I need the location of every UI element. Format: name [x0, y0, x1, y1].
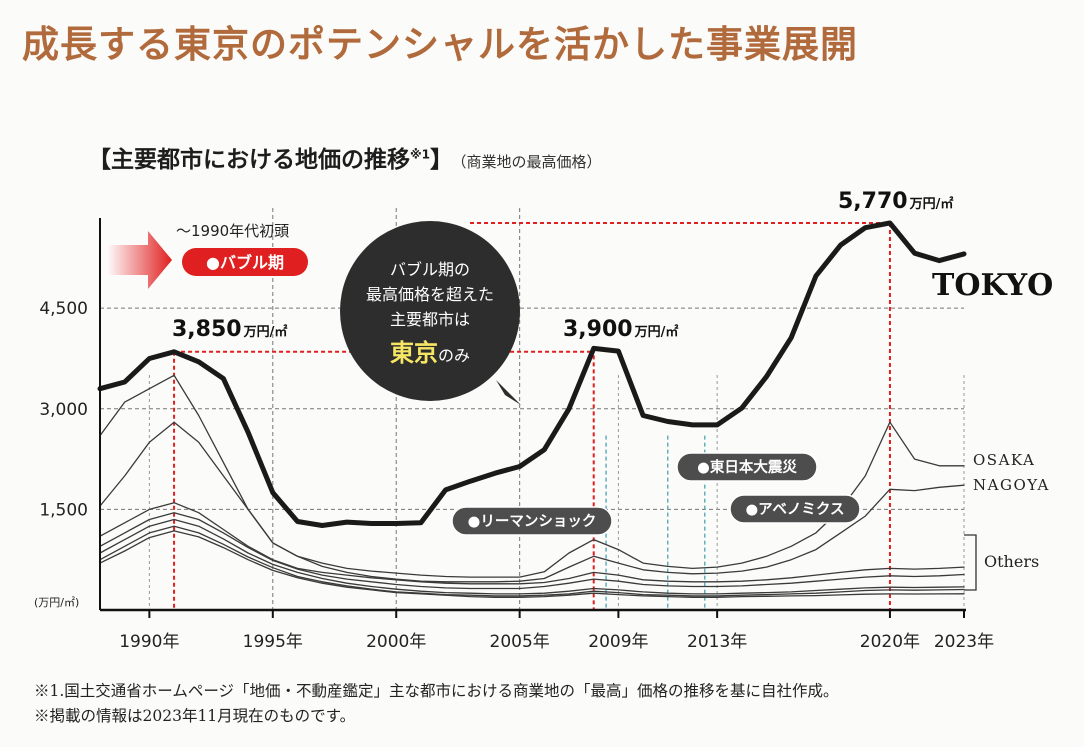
series-line-others-1: [99, 502, 965, 585]
bubble-era-label: 〜1990年代初頭: [176, 222, 289, 240]
event-label: ●リーマンショック: [468, 513, 597, 530]
bubble-period-badge: [182, 248, 308, 276]
peak-value-label: 5,770 万円/㎡: [838, 189, 953, 214]
chart-labels: 1,500 3,000 4,500 1990年 1995年 2000年 2005年 2009年…: [34, 189, 1053, 652]
chart-title-note: （商業地の最高価格）: [459, 153, 602, 171]
reference-lines: [173, 222, 891, 610]
x-tick-label: 1995年: [243, 632, 303, 652]
series-line-others-5: [99, 530, 965, 598]
x-tick-label: 2020年: [860, 632, 920, 652]
y-axis-unit: (万円/㎡): [34, 596, 79, 609]
series-line-tokyo: [97, 220, 967, 528]
footnote-date: ※掲載の情報は2023年11月現在のものです。: [34, 707, 356, 725]
callout-line1: バブル期の: [390, 260, 470, 279]
axes: [99, 218, 966, 618]
bubble-period-label: ●バブル期: [206, 253, 284, 272]
x-tick-label: 2023年: [934, 632, 994, 652]
event-label: ●東日本大震災: [697, 458, 797, 476]
series-line-osaka: [99, 374, 965, 578]
chart-subtitle: 【主要都市における地価の推移※1】 （商業地の最高価格）: [88, 140, 602, 174]
y-tick-label: 4,500: [39, 299, 88, 319]
x-tick-label: 2013年: [687, 632, 747, 652]
chart-title: 【主要都市における地価の推移※1】: [88, 147, 454, 173]
series-line-others-3: [99, 518, 965, 595]
callout-bubble: [340, 221, 520, 401]
series-line-nagoya: [99, 421, 965, 583]
series-label-others: Others: [984, 552, 1039, 571]
callout-highlight: 東京のみ: [390, 339, 470, 367]
y-tick-label: 1,500: [39, 500, 88, 520]
callout-line3: 主要都市は: [390, 310, 470, 329]
event-badge: [729, 494, 861, 524]
x-tick-label: 1990年: [119, 632, 179, 652]
event-badge: [451, 506, 613, 536]
x-tick-label: 2000年: [366, 632, 426, 652]
x-tick-label: 2009年: [588, 632, 648, 652]
bubble-arrow-icon: [106, 231, 172, 289]
peak-value-label: 3,850 万円/㎡: [172, 317, 287, 342]
series-line-others-4: [99, 525, 965, 597]
headline: 成長する東京のポテンシャルを活かした事業展開: [22, 23, 858, 66]
x-tick-label: 2005年: [490, 632, 550, 652]
event-label: ●アベノミクス: [746, 501, 845, 518]
land-price-chart: 1,500 3,000 4,500 1990年 1995年 2000年 2005年 2009年…: [34, 189, 1053, 652]
series-label-nagoya: NAGOYA: [973, 476, 1050, 494]
footnote-source: ※1.国土交通省ホームページ「地価・不動産鑑定」主な都市における商業地の「最高」…: [34, 682, 839, 700]
series-lines: [97, 220, 967, 598]
others-bracket: [964, 534, 977, 591]
y-tick-label: 3,000: [39, 400, 88, 420]
series-label-osaka: OSAKA: [973, 451, 1035, 469]
series-label-tokyo: TOKYO: [932, 268, 1053, 303]
series-line-others-2: [99, 512, 965, 590]
callout-line2: 最高価格を超えた: [366, 285, 494, 304]
peak-value-label: 3,900 万円/㎡: [563, 317, 678, 342]
callout-tail: [496, 380, 521, 405]
event-badge: [676, 452, 818, 482]
